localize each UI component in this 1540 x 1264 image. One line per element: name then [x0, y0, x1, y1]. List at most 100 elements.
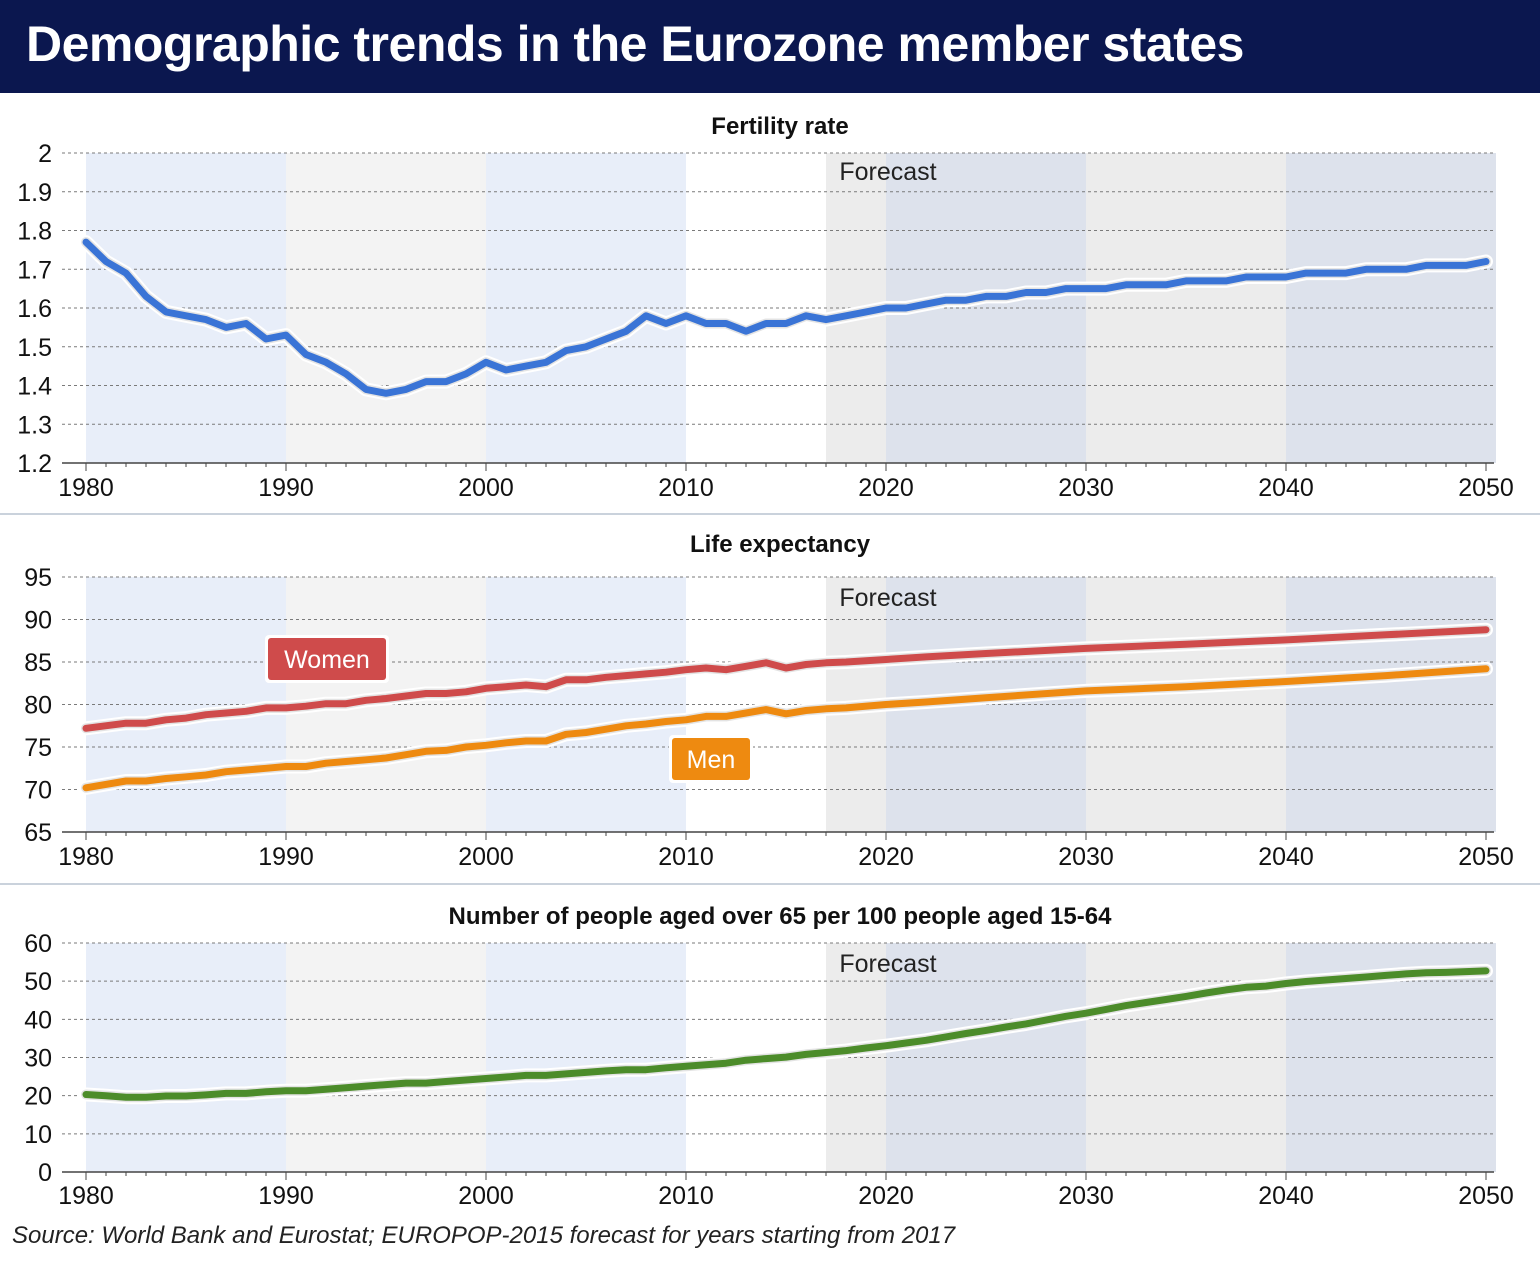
data-point [1445, 264, 1447, 267]
data-point [585, 679, 587, 681]
data-point [245, 710, 247, 713]
data-point [1105, 287, 1107, 290]
data-point [1065, 1015, 1067, 1018]
data-point [285, 334, 287, 336]
x-tick-label: 1980 [58, 843, 114, 871]
data-point [1405, 268, 1407, 271]
data-point [185, 775, 187, 778]
data-point [1385, 634, 1387, 636]
data-point [1165, 283, 1167, 286]
data-point [685, 314, 687, 317]
data-point [245, 769, 247, 771]
y-tick-label: 1.4 [17, 373, 52, 401]
data-point [1265, 985, 1267, 987]
data-point [885, 307, 887, 309]
forecast-label: Forecast [839, 158, 936, 186]
data-point [185, 314, 187, 317]
data-point [345, 760, 347, 763]
data-point [345, 1086, 347, 1089]
series-label: Men [687, 746, 736, 774]
data-point [525, 740, 527, 742]
data-point [485, 687, 487, 690]
x-tick-label: 2050 [1458, 474, 1514, 502]
data-point [845, 1049, 847, 1052]
data-point [1405, 973, 1407, 975]
data-point [565, 679, 567, 681]
data-point [865, 311, 867, 313]
data-point [105, 1094, 107, 1097]
data-point [1265, 276, 1267, 278]
data-point [345, 702, 347, 705]
data-point [945, 1036, 947, 1038]
data-point [445, 692, 447, 695]
data-point [365, 1085, 367, 1087]
data-point [645, 1068, 647, 1071]
y-tick-label: 20 [24, 1083, 52, 1111]
data-point [85, 241, 87, 243]
data-point [205, 713, 207, 716]
data-point [1285, 276, 1287, 278]
data-point [665, 1067, 667, 1069]
data-point [465, 1079, 467, 1081]
x-tick-label: 2030 [1058, 474, 1114, 502]
data-point [325, 762, 327, 764]
data-point [785, 1056, 787, 1058]
data-point [185, 717, 187, 719]
data-point [145, 780, 147, 782]
x-tick-label: 1980 [58, 1182, 114, 1210]
data-point [1005, 295, 1007, 298]
series-line [82, 626, 1490, 732]
data-point [865, 1047, 867, 1049]
data-point [1165, 998, 1167, 1001]
data-point [585, 345, 587, 348]
data-point [1465, 970, 1467, 973]
series-line [82, 665, 1490, 792]
data-point [1305, 980, 1307, 983]
y-tick-label: 85 [24, 649, 52, 677]
data-point [365, 388, 367, 391]
data-point [765, 662, 767, 664]
data-point [545, 685, 547, 688]
data-point [265, 1091, 267, 1093]
data-point [325, 1088, 327, 1090]
data-point [205, 774, 207, 776]
data-point [1205, 992, 1207, 994]
decade-band [86, 943, 286, 1172]
data-point [745, 712, 747, 714]
x-tick-label: 2010 [658, 1182, 714, 1210]
data-point [1085, 1012, 1087, 1015]
data-point [745, 330, 747, 333]
data-point [985, 652, 987, 655]
data-point [305, 353, 307, 356]
data-point [125, 722, 127, 724]
data-point [565, 1073, 567, 1075]
data-point [925, 303, 927, 305]
data-point [985, 1029, 987, 1032]
x-tick-label: 2030 [1058, 843, 1114, 871]
data-point [1045, 1019, 1047, 1021]
x-tick-label: 2020 [858, 1182, 914, 1210]
data-point [685, 668, 687, 671]
data-point [645, 723, 647, 725]
data-point [1245, 986, 1247, 989]
data-point [1185, 643, 1187, 645]
data-point [905, 307, 907, 309]
y-tick-label: 80 [24, 692, 52, 720]
data-point [965, 299, 967, 302]
data-point [445, 749, 447, 752]
data-point [145, 722, 147, 724]
data-point [285, 707, 287, 709]
data-point [505, 741, 507, 744]
data-point [85, 787, 87, 789]
data-point [845, 661, 847, 663]
data-point [425, 692, 427, 695]
data-point [425, 1082, 427, 1084]
data-point [1325, 272, 1327, 274]
data-point [405, 388, 407, 391]
data-point [385, 697, 387, 700]
data-point [1485, 970, 1487, 972]
y-tick-label: 30 [24, 1045, 52, 1073]
data-point [645, 673, 647, 675]
